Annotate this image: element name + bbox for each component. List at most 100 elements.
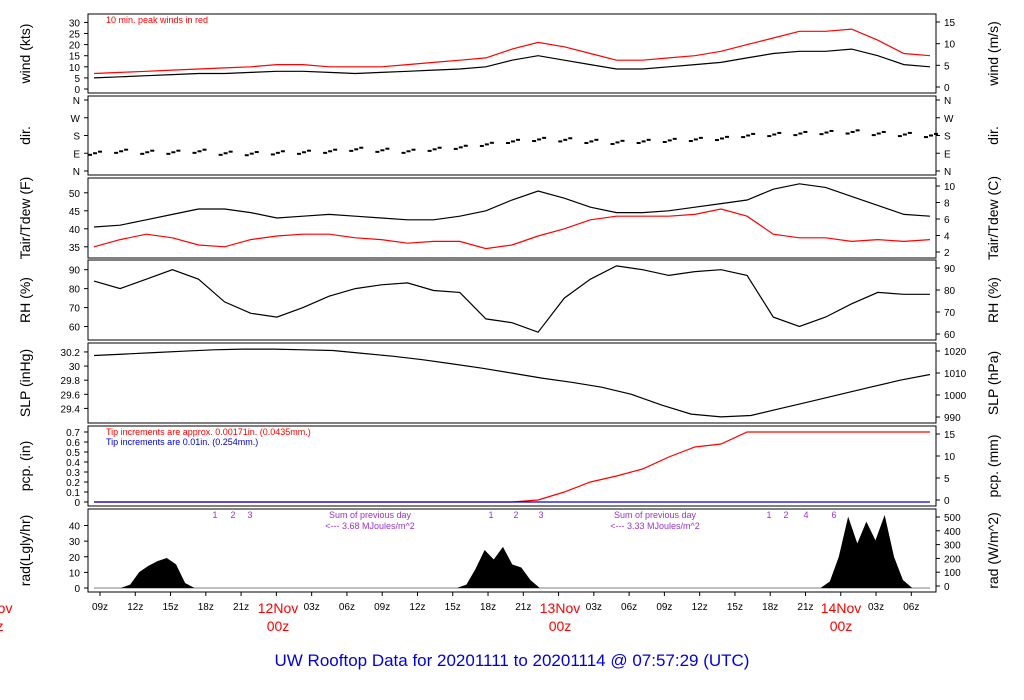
direction-point xyxy=(297,152,301,155)
y-tick-label-right: 0 xyxy=(944,83,950,94)
y-tick-label: 40 xyxy=(69,225,81,236)
y-tick-label-right: 0 xyxy=(944,582,950,593)
direction-point xyxy=(463,144,468,147)
y-tick-label: 20 xyxy=(69,553,81,564)
y-tick-label: 15 xyxy=(69,52,81,63)
direction-point xyxy=(333,148,338,151)
direction-point xyxy=(615,141,620,144)
direction-point xyxy=(568,137,573,140)
direction-point xyxy=(537,138,542,141)
direction-point xyxy=(845,132,850,135)
y-tick-label-right: 1010 xyxy=(944,369,967,380)
direction-point xyxy=(192,151,197,154)
direction-point xyxy=(484,143,489,146)
direction-point xyxy=(897,135,902,138)
direction-point xyxy=(819,133,824,136)
direction-point xyxy=(244,154,249,157)
direction-point xyxy=(197,150,202,153)
direction-point xyxy=(662,141,667,144)
y-axis-label-right: wind (m/s) xyxy=(985,21,1001,87)
direction-point xyxy=(93,152,97,155)
y-tick-label: 35 xyxy=(69,243,81,254)
y-tick-label: 20 xyxy=(69,41,81,52)
y-tick-label: S xyxy=(73,132,80,143)
direction-point xyxy=(876,132,881,135)
daily-sum-value: <--- 3.68 MJoules/m^2 xyxy=(325,521,415,531)
y-tick-label: 80 xyxy=(69,285,81,296)
direction-point xyxy=(380,149,385,152)
hour-marker: 4 xyxy=(803,510,808,520)
y-tick-label: 0.4 xyxy=(66,458,80,469)
panel-temp: Tair/Tdew (F) Tair/Tdew (C) 35 40 45 50 2 4 6 8 10 xyxy=(17,176,1001,260)
y-tick-label: 29.6 xyxy=(61,390,81,401)
series-wind-black xyxy=(93,48,931,79)
direction-point xyxy=(328,150,333,153)
direction-point xyxy=(698,136,703,139)
y-tick-label-right: 10 xyxy=(944,452,956,463)
direction-point xyxy=(829,129,834,132)
direction-point xyxy=(218,153,223,156)
y-tick-label-right: 10 xyxy=(944,40,956,51)
direction-point xyxy=(354,148,359,151)
direction-point xyxy=(359,146,364,149)
direction-point xyxy=(924,136,928,139)
day-label-bottom: z xyxy=(0,618,4,634)
y-tick-label: E xyxy=(73,149,80,160)
x-tick-label: 21z xyxy=(515,602,531,613)
daily-sum-label: Sum of previous day xyxy=(329,510,412,520)
y-tick-label: 30.2 xyxy=(61,348,81,359)
direction-point xyxy=(307,149,311,152)
direction-point xyxy=(176,149,181,152)
direction-point xyxy=(202,148,207,151)
panel-dir: dir. dir.N NE ES SW WN N xyxy=(17,95,1001,178)
x-tick-label: 03z xyxy=(304,602,320,613)
day-label-bottom: 00z xyxy=(830,618,853,634)
direction-point xyxy=(401,151,406,154)
direction-point xyxy=(114,151,119,154)
y-tick-label-right: 2 xyxy=(944,248,950,259)
direction-point xyxy=(741,136,746,139)
y-tick-label: 0 xyxy=(74,498,80,509)
y-tick-label-right: S xyxy=(944,132,951,143)
direction-point xyxy=(479,144,484,147)
direction-point xyxy=(725,135,729,138)
y-tick-label: N xyxy=(73,96,80,107)
x-tick-label: 18z xyxy=(480,602,496,613)
y-tick-label: 0.2 xyxy=(66,478,80,489)
y-tick-label-right: 90 xyxy=(944,264,956,275)
y-tick-label-right: 400 xyxy=(944,527,961,538)
direction-point xyxy=(803,130,808,133)
hour-marker: 3 xyxy=(247,510,252,520)
y-tick-label: 30 xyxy=(69,362,81,373)
y-tick-label: 40 xyxy=(69,522,81,533)
direction-point xyxy=(349,149,354,152)
panel-wind: wind (kts) wind (m/s)05101520253005101510… xyxy=(17,13,1001,96)
y-tick-label: 30 xyxy=(69,537,81,548)
panel-frame xyxy=(87,95,937,176)
y-tick-label-right: 5 xyxy=(944,474,950,485)
direction-point xyxy=(672,137,677,140)
y-tick-label: 70 xyxy=(69,304,81,315)
x-tick-label: 12z xyxy=(692,602,708,613)
day-label-top: 13Nov xyxy=(540,600,580,616)
x-tick-label: 15z xyxy=(727,602,743,613)
direction-point xyxy=(427,149,432,152)
y-tick-label-right: 990 xyxy=(944,413,961,424)
x-tick-label: 09z xyxy=(92,602,108,613)
y-tick-label-right: 1020 xyxy=(944,347,967,358)
y-tick-label-right: 300 xyxy=(944,541,961,552)
series-rh xyxy=(93,265,930,333)
direction-point xyxy=(751,132,756,135)
direction-point xyxy=(323,151,328,154)
y-tick-label-right: 15 xyxy=(944,430,956,441)
direction-point xyxy=(715,139,719,142)
panel-slp: SLP (inHg) SLP (hPa) 29.4 29.6 29.8 30 30.2 990… xyxy=(17,342,1001,424)
direction-point xyxy=(150,149,155,152)
direction-point xyxy=(902,133,907,136)
direction-point xyxy=(720,137,724,140)
y-tick-label: 45 xyxy=(69,207,81,218)
direction-point xyxy=(228,150,233,153)
x-tick-label: 03z xyxy=(868,602,884,613)
y-axis-label-left: rad(Lgly/hr) xyxy=(17,515,33,587)
